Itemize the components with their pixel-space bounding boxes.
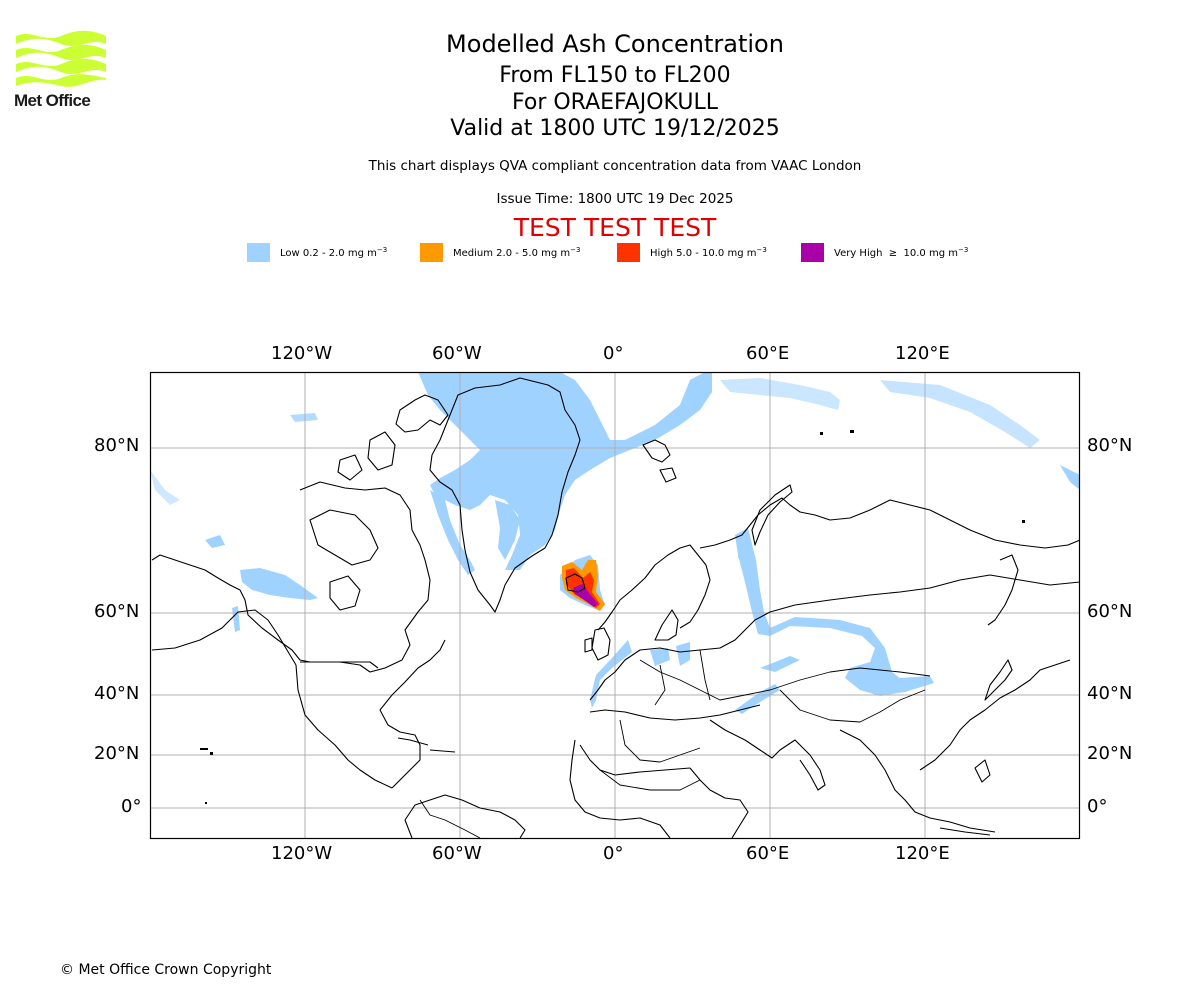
legend-label-high: High 5.0 - 10.0 mg m−3: [650, 246, 767, 259]
y-tick-right-40n: 40°N: [1087, 683, 1133, 704]
small-islands: [200, 430, 1025, 804]
y-tick-right-0: 0°: [1087, 796, 1108, 817]
x-tick-bottom-60e: 60°E: [746, 843, 790, 864]
flight-level-range: From FL150 to FL200: [499, 63, 731, 88]
x-tick-top-0: 0°: [603, 343, 624, 364]
x-tick-top-120e: 120°E: [895, 343, 950, 364]
logo-text: Met Office: [14, 91, 91, 110]
x-tick-bottom-0: 0°: [603, 843, 624, 864]
legend-label-low: Low 0.2 - 2.0 mg m−3: [280, 246, 388, 259]
x-tick-top-60e: 60°E: [746, 343, 790, 364]
issue-time: Issue Time: 1800 UTC 19 Dec 2025: [496, 191, 734, 207]
x-tick-top-60w: 60°W: [432, 343, 482, 364]
legend-item-low: Low 0.2 - 2.0 mg m−3: [247, 243, 387, 262]
legend-item-very-high: Very High ≥ 10.0 mg m−3: [801, 243, 968, 262]
legend-swatch-low: [247, 243, 270, 262]
test-banner: TEST TEST TEST: [513, 213, 717, 242]
legend-item-high: High 5.0 - 10.0 mg m−3: [617, 243, 767, 262]
chart-description: This chart displays QVA compliant concen…: [368, 158, 862, 174]
volcano-name: For ORAEFAJOKULL: [512, 90, 718, 115]
legend-item-medium: Medium 2.0 - 5.0 mg m−3: [420, 243, 580, 262]
x-tick-top-120w: 120°W: [271, 343, 333, 364]
legend-swatch-very-high: [801, 243, 824, 262]
x-tick-bottom-120w: 120°W: [271, 843, 333, 864]
x-tick-bottom-120e: 120°E: [895, 843, 950, 864]
y-tick-right-20n: 20°N: [1087, 743, 1133, 764]
met-office-waves-icon: [16, 30, 106, 87]
legend-label-medium: Medium 2.0 - 5.0 mg m−3: [453, 246, 581, 259]
y-tick-left-60n: 60°N: [94, 601, 140, 622]
chart-title: Modelled Ash Concentration: [446, 30, 784, 58]
valid-time: Valid at 1800 UTC 19/12/2025: [450, 116, 780, 141]
y-tick-left-80n: 80°N: [94, 435, 140, 456]
legend-swatch-medium: [420, 243, 443, 262]
legend-swatch-high: [617, 243, 640, 262]
x-tick-bottom-60w: 60°W: [432, 843, 482, 864]
map-gridlines: [150, 372, 1080, 838]
y-tick-right-60n: 60°N: [1087, 601, 1133, 622]
copyright-notice: © Met Office Crown Copyright: [60, 962, 272, 978]
met-office-logo: Met Office: [14, 30, 108, 112]
y-tick-left-40n: 40°N: [94, 683, 140, 704]
y-tick-left-20n: 20°N: [94, 743, 140, 764]
y-tick-left-0: 0°: [121, 796, 142, 817]
y-tick-right-80n: 80°N: [1087, 435, 1133, 456]
coastlines: [151, 377, 1080, 838]
map-frame: [149, 371, 1081, 840]
legend-label-very-high: Very High ≥ 10.0 mg m−3: [834, 246, 969, 259]
ash-very-high-layer: [573, 584, 598, 607]
